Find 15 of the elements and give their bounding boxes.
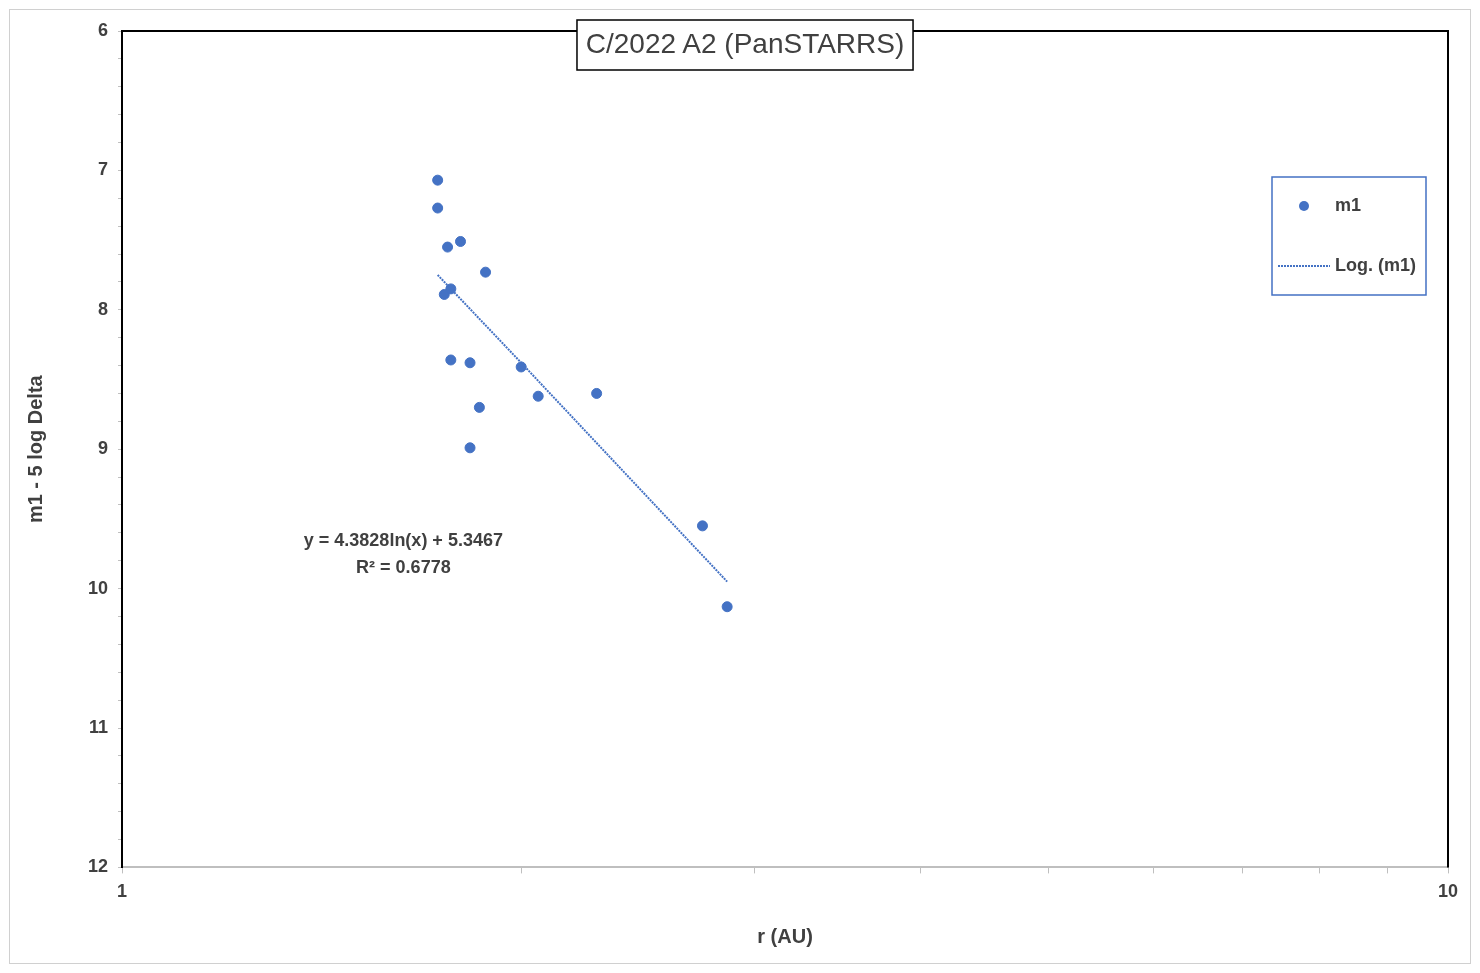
annotation: y = 4.3828ln(x) + 5.3467 [303,530,503,551]
y-tick-label: 7 [98,159,109,180]
y-tick-label: 11 [88,716,109,737]
y-axis-title: m1 - 5 log Delta [23,374,46,524]
chart-title: C/2022 A2 (PanSTARRS) [585,27,905,59]
y-tick-label: 9 [98,438,109,459]
x-axis-title: r (AU) [757,924,813,947]
y-tick-label: 6 [98,19,109,40]
legend-label: Log. (m1) [1335,254,1416,275]
legend-label: m1 [1335,194,1362,215]
x-tick-label: 1 [117,881,128,902]
y-tick-label: 8 [98,298,109,319]
y-tick-label: 10 [87,577,109,598]
y-tick-label: 12 [87,856,109,877]
annotation: R² = 0.6778 [356,557,451,578]
